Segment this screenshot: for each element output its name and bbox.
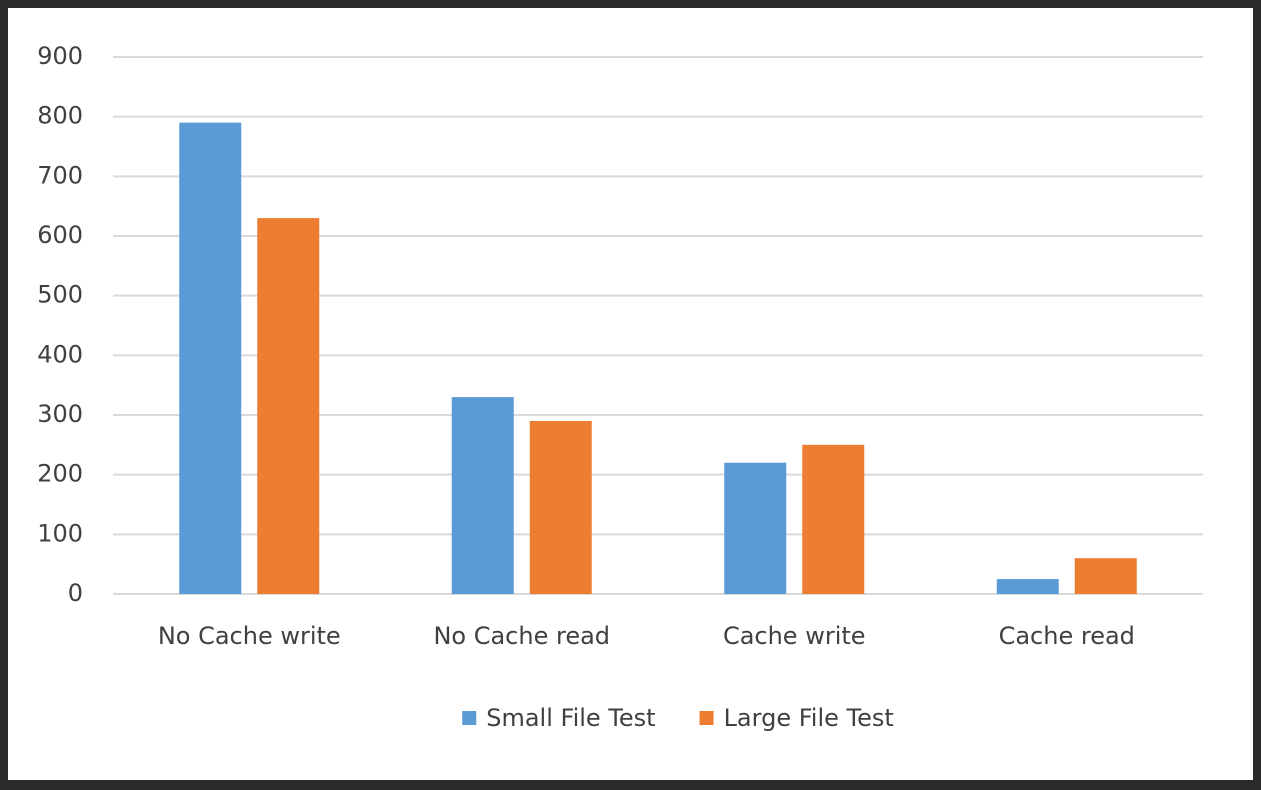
y-tick-label: 600 xyxy=(37,221,83,249)
x-tick-label: No Cache read xyxy=(433,622,610,650)
bar xyxy=(179,122,242,594)
bar xyxy=(451,397,514,594)
y-tick-label: 800 xyxy=(37,102,83,130)
legend-swatch xyxy=(699,711,714,725)
bar xyxy=(529,420,592,594)
bar xyxy=(802,444,865,594)
bar xyxy=(1074,558,1137,594)
y-tick-label: 0 xyxy=(68,579,83,607)
legend-label: Small File Test xyxy=(486,704,655,732)
y-tick-label: 400 xyxy=(37,340,83,368)
x-tick-label: Cache read xyxy=(999,622,1135,650)
y-tick-label: 100 xyxy=(37,519,83,547)
x-tick-label: Cache write xyxy=(723,622,866,650)
bar xyxy=(257,218,320,594)
bar xyxy=(724,462,787,594)
bar xyxy=(996,579,1059,594)
y-tick-label: 300 xyxy=(37,400,83,428)
legend-label: Large File Test xyxy=(724,704,894,732)
x-tick-label: No Cache write xyxy=(158,622,341,650)
y-tick-label: 200 xyxy=(37,460,83,488)
y-tick-label: 700 xyxy=(37,161,83,189)
y-tick-label: 500 xyxy=(37,281,83,309)
y-tick-label: 900 xyxy=(37,42,83,70)
legend-swatch xyxy=(462,711,477,725)
